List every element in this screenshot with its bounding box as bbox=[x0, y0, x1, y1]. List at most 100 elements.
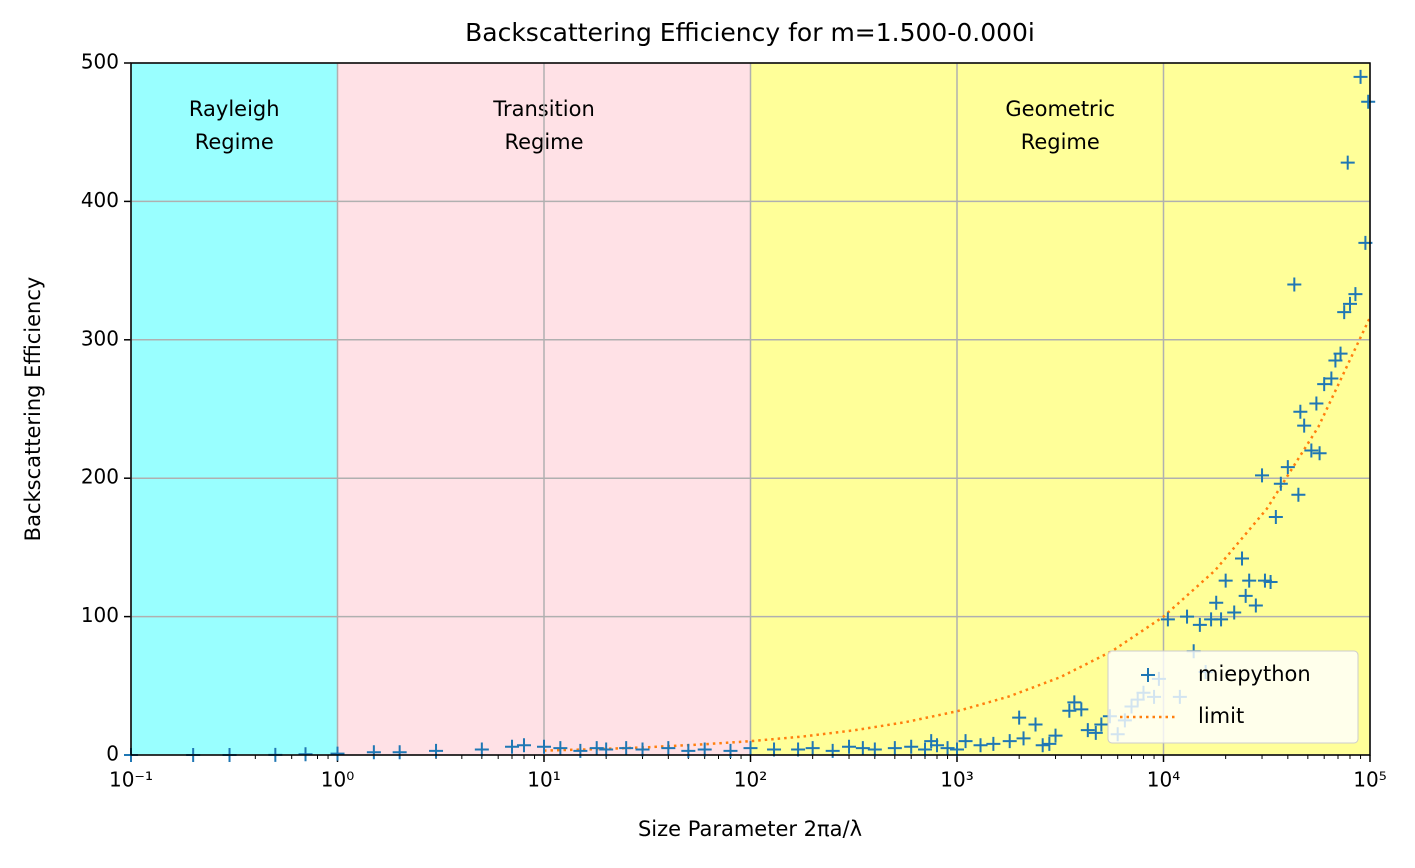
legend-marker bbox=[1141, 668, 1155, 682]
data-point bbox=[1048, 728, 1063, 743]
data-point bbox=[1016, 731, 1031, 746]
data-point bbox=[950, 742, 964, 757]
data-point bbox=[1002, 734, 1017, 749]
data-point bbox=[1304, 443, 1319, 458]
y-tick-label: 200 bbox=[81, 465, 119, 489]
legend-label: miepython bbox=[1198, 662, 1311, 686]
legend-box bbox=[1107, 650, 1359, 744]
data-point bbox=[599, 742, 614, 757]
data-point bbox=[1297, 418, 1312, 433]
data-point bbox=[1235, 551, 1250, 566]
data-point bbox=[1074, 702, 1089, 717]
data-point bbox=[1361, 94, 1376, 109]
data-point bbox=[474, 742, 489, 757]
y-tick-label: 0 bbox=[106, 742, 119, 766]
data-point bbox=[697, 742, 712, 757]
data-point bbox=[330, 746, 345, 761]
data-point bbox=[958, 734, 973, 749]
data-point bbox=[1028, 717, 1043, 732]
x-tick-label: 10¹ bbox=[527, 768, 560, 792]
data-point bbox=[805, 741, 820, 756]
data-point bbox=[1080, 723, 1095, 738]
data-line bbox=[543, 316, 1372, 752]
data-point bbox=[1255, 468, 1270, 483]
region-label: Regime bbox=[195, 130, 274, 154]
data-point bbox=[505, 739, 520, 754]
region bbox=[750, 63, 1370, 755]
data-point bbox=[1287, 277, 1302, 292]
region-label: Rayleigh bbox=[189, 97, 280, 121]
x-tick-label: 10⁻¹ bbox=[109, 768, 153, 792]
data-point bbox=[867, 742, 882, 757]
data-point bbox=[537, 739, 551, 754]
data-point bbox=[1353, 69, 1368, 84]
data-point bbox=[1094, 717, 1109, 732]
data-point bbox=[1042, 736, 1057, 751]
plot-frame bbox=[130, 62, 1371, 756]
data-point bbox=[1348, 287, 1363, 302]
data-point bbox=[1337, 305, 1352, 320]
data-point bbox=[1242, 573, 1257, 588]
data-point bbox=[1317, 377, 1332, 392]
y-tick-label: 100 bbox=[81, 603, 119, 627]
region bbox=[131, 63, 338, 755]
region-label: Regime bbox=[1021, 130, 1100, 154]
data-point bbox=[1227, 605, 1242, 620]
data-point bbox=[918, 742, 933, 757]
data-point bbox=[1312, 446, 1327, 461]
data-point bbox=[904, 739, 919, 754]
data-point bbox=[1238, 588, 1253, 603]
data-point bbox=[1324, 371, 1339, 386]
data-point bbox=[1062, 703, 1077, 718]
region-label: Geometric bbox=[1005, 97, 1115, 121]
data-point bbox=[1342, 296, 1357, 311]
y-tick-label: 400 bbox=[81, 188, 119, 212]
data-point bbox=[661, 741, 676, 756]
data-point bbox=[1309, 396, 1324, 411]
x-tick-label: 10⁵ bbox=[1353, 768, 1386, 792]
data-point bbox=[1333, 346, 1348, 361]
data-point bbox=[887, 741, 902, 756]
data-point bbox=[842, 739, 857, 754]
data-point bbox=[392, 745, 407, 760]
x-axis-label: Size Parameter 2πa/λ bbox=[638, 817, 862, 841]
data-point bbox=[516, 738, 531, 753]
data-point bbox=[635, 742, 650, 757]
data-point bbox=[940, 741, 955, 756]
data-point bbox=[1192, 617, 1207, 632]
data-point bbox=[855, 741, 870, 756]
data-point bbox=[589, 741, 604, 756]
data-point bbox=[791, 742, 806, 757]
y-tick-label: 300 bbox=[81, 326, 119, 350]
x-tick-label: 10⁴ bbox=[1147, 768, 1180, 792]
data-point bbox=[767, 742, 782, 757]
data-point bbox=[1268, 509, 1283, 524]
data-point bbox=[1160, 612, 1175, 627]
x-tick-label: 10⁰ bbox=[321, 768, 354, 792]
data-point bbox=[1218, 573, 1233, 588]
data-point bbox=[1263, 575, 1278, 589]
data-point bbox=[1012, 710, 1027, 725]
x-tick-label: 10² bbox=[734, 768, 767, 792]
data-point bbox=[1067, 695, 1082, 710]
data-point bbox=[986, 736, 1001, 751]
x-tick-label: 10³ bbox=[940, 768, 973, 792]
data-point bbox=[1180, 609, 1195, 624]
data-point bbox=[1088, 725, 1103, 740]
data-point bbox=[1273, 476, 1288, 491]
data-point bbox=[973, 738, 988, 753]
data-point bbox=[366, 745, 381, 760]
data-point bbox=[1035, 738, 1050, 753]
data-point bbox=[743, 741, 758, 756]
data-point bbox=[1293, 404, 1308, 419]
y-axis-label: Backscattering Efficiency bbox=[21, 277, 45, 542]
chart-title: Backscattering Efficiency for m=1.500-0.… bbox=[465, 18, 1035, 47]
data-point bbox=[929, 738, 944, 753]
data-point bbox=[1280, 460, 1295, 475]
data-point bbox=[1214, 612, 1229, 627]
data-point bbox=[1291, 487, 1306, 502]
data-point bbox=[553, 741, 568, 756]
data-point bbox=[1340, 155, 1355, 170]
legend-label: limit bbox=[1198, 704, 1244, 728]
data-point bbox=[1209, 595, 1224, 610]
